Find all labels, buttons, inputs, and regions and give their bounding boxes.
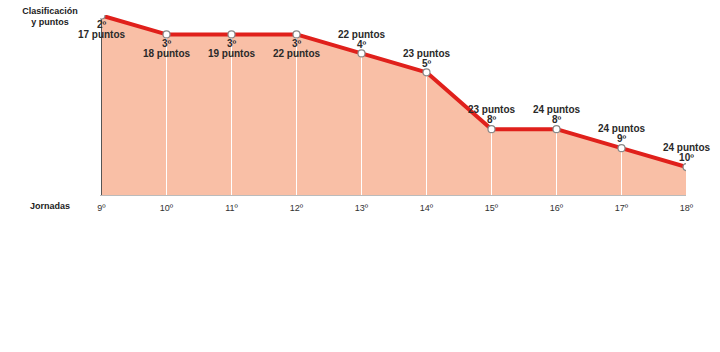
svg-text:17 puntos: 17 puntos xyxy=(78,29,126,40)
svg-text:9º: 9º xyxy=(97,203,106,213)
svg-text:19 puntos: 19 puntos xyxy=(208,48,256,59)
svg-text:22 puntos: 22 puntos xyxy=(338,29,386,40)
svg-text:3º: 3º xyxy=(226,37,237,49)
svg-text:24 puntos: 24 puntos xyxy=(533,104,581,115)
svg-text:14º: 14º xyxy=(420,203,434,213)
svg-text:3º: 3º xyxy=(161,37,172,49)
svg-text:10º: 10º xyxy=(160,203,174,213)
svg-text:17º: 17º xyxy=(615,203,629,213)
html-text:y puntos: y puntos xyxy=(31,17,69,27)
svg-text:16º: 16º xyxy=(550,203,564,213)
svg-text:18 puntos: 18 puntos xyxy=(143,48,191,59)
html-text:Clasificación: Clasificación xyxy=(22,6,78,16)
svg-text:3º: 3º xyxy=(291,37,302,49)
svg-text:18º: 18º xyxy=(680,203,694,213)
svg-text:9º: 9º xyxy=(617,133,627,144)
svg-text:15º: 15º xyxy=(485,203,499,213)
svg-text:24 puntos: 24 puntos xyxy=(598,123,646,134)
svg-text:13º: 13º xyxy=(355,203,369,213)
svg-text:23 puntos: 23 puntos xyxy=(468,104,516,115)
html-text:Jornadas: Jornadas xyxy=(30,201,70,211)
svg-text:8º: 8º xyxy=(487,114,497,125)
svg-text:5º: 5º xyxy=(422,58,432,69)
svg-text:2º: 2º xyxy=(96,18,107,30)
svg-text:22 puntos: 22 puntos xyxy=(273,48,321,59)
svg-text:8º: 8º xyxy=(552,114,562,125)
svg-text:10º: 10º xyxy=(679,152,694,163)
svg-text:4º: 4º xyxy=(357,39,367,50)
svg-text:24 puntos: 24 puntos xyxy=(663,142,711,153)
svg-text:12º: 12º xyxy=(290,203,304,213)
svg-text:23 puntos: 23 puntos xyxy=(403,48,451,59)
svg-text:11º: 11º xyxy=(225,203,238,213)
